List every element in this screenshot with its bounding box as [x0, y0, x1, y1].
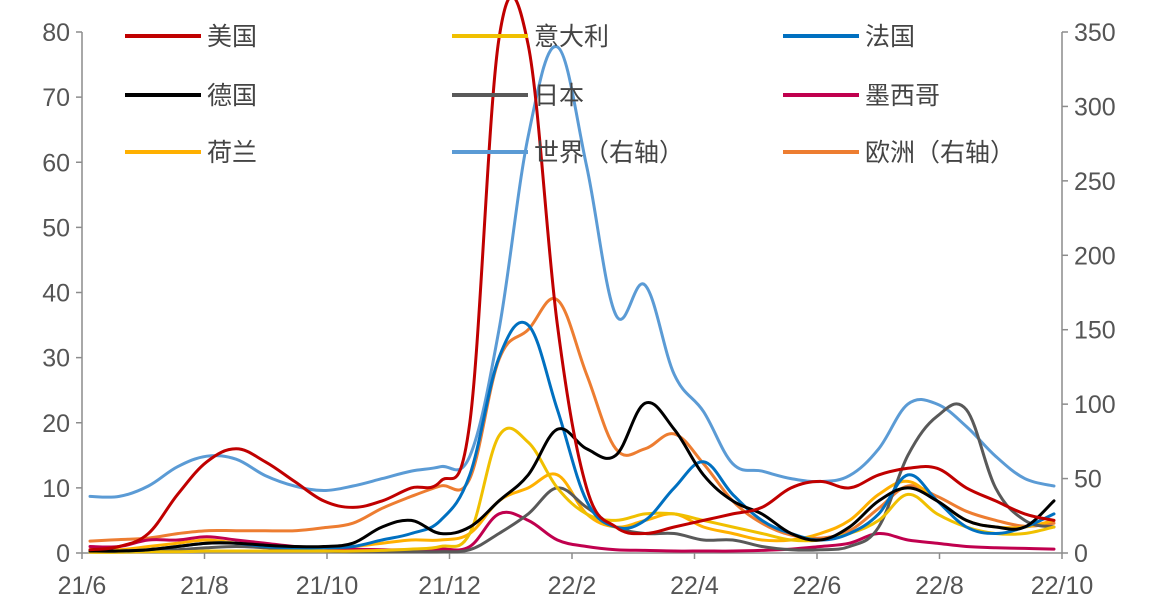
- legend-item-5: 墨西哥: [783, 81, 940, 110]
- x-tick-label: 22/8: [915, 572, 964, 600]
- legend-label: 德国: [207, 81, 257, 110]
- legend-item-0: 美国: [125, 22, 257, 51]
- right-y-tick-label: 250: [1074, 168, 1116, 196]
- x-tick-label: 22/2: [548, 572, 597, 600]
- left-y-tick-label: 40: [42, 280, 70, 308]
- x-tick-label: 22/6: [793, 572, 842, 600]
- legend-item-3: 德国: [125, 81, 257, 110]
- legend-item-1: 意大利: [452, 22, 609, 51]
- x-tick-label: 22/4: [670, 572, 719, 600]
- right-y-tick-label: 0: [1074, 540, 1088, 568]
- left-y-tick-label: 70: [42, 84, 70, 112]
- right-y-tick-label: 350: [1074, 19, 1116, 47]
- right-y-tick-label: 50: [1074, 466, 1102, 494]
- legend-label: 意大利: [534, 22, 609, 51]
- left-y-tick-label: 80: [42, 19, 70, 47]
- legend-label: 美国: [207, 22, 257, 51]
- legend-label: 日本: [534, 81, 584, 110]
- left-y-tick-label: 20: [42, 410, 70, 438]
- x-tick-label: 22/10: [1031, 572, 1094, 600]
- series-line-5: [88, 510, 1056, 553]
- series-line-1: [88, 426, 1056, 554]
- x-tick-labels: 21/6 21/8 21/10 21/12 22/2 22/4 22/6 22/8 22/10: [58, 553, 1094, 600]
- legend-item-7: 世界（右轴）: [452, 138, 684, 167]
- legend-label: 世界（右轴）: [534, 138, 684, 167]
- legend-item-8: 欧洲（右轴）: [783, 138, 1015, 167]
- left-y-tick-label: 60: [42, 149, 70, 177]
- left-y-tick-label: 0: [56, 540, 70, 568]
- right-y-tick-label: 200: [1074, 242, 1116, 270]
- series-lines: [88, 0, 1056, 554]
- legend-item-2: 法国: [783, 22, 915, 51]
- left-y-tick-labels: 0 10 20 30 40 50 60 70 80: [42, 19, 82, 568]
- legend-label: 欧洲（右轴）: [865, 138, 1015, 167]
- right-y-tick-label: 150: [1074, 317, 1116, 345]
- legend-item-4: 日本: [452, 81, 584, 110]
- x-tick-label: 21/6: [58, 572, 107, 600]
- series-line-0: [88, 0, 1056, 552]
- legend-item-6: 荷兰: [125, 138, 257, 167]
- x-tick-label: 21/12: [418, 572, 481, 600]
- left-y-tick-label: 30: [42, 345, 70, 373]
- series-line-7: [88, 45, 1056, 499]
- right-y-tick-label: 100: [1074, 391, 1116, 419]
- legend-label: 墨西哥: [865, 81, 940, 110]
- x-tick-label: 21/10: [296, 572, 359, 600]
- left-y-tick-label: 10: [42, 475, 70, 503]
- x-tick-label: 21/8: [180, 572, 229, 600]
- series-line-4: [88, 402, 1056, 554]
- left-y-tick-label: 50: [42, 214, 70, 242]
- legend-label: 法国: [865, 22, 915, 51]
- right-y-tick-label: 300: [1074, 93, 1116, 121]
- right-y-tick-labels: 0 50 100 150 200 250 300 350: [1062, 19, 1116, 568]
- legend-label: 荷兰: [207, 138, 257, 167]
